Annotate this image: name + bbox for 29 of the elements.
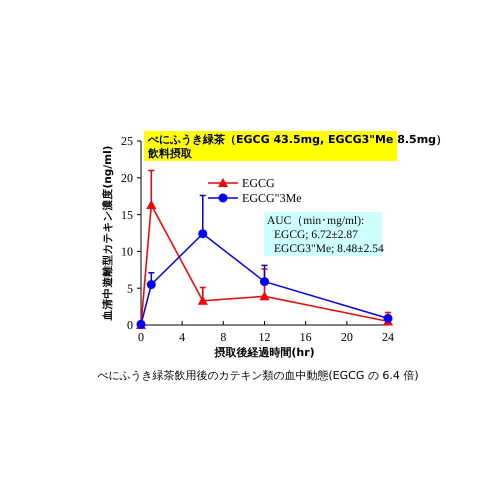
y-tick-label: 0	[127, 318, 133, 332]
x-tick-label: 0	[138, 330, 144, 344]
annotation: AUC（min･mg/ml):	[267, 215, 364, 227]
point	[146, 280, 156, 290]
y-tick-label: 10	[121, 244, 133, 259]
x-tick-label: 20	[340, 330, 353, 344]
x-tick-label: 12	[258, 330, 270, 344]
point	[146, 200, 156, 210]
text: べにふうき緑茶飲用後のカテキン類の血中動態(EGCG の 6.4 倍)	[97, 369, 419, 382]
x-tick-label: 16	[300, 330, 312, 344]
y-axis-title: 血清中遊離型カテキン濃度(ng/ml)	[101, 146, 114, 322]
annotation: EGCG; 6.72±2.87	[274, 229, 358, 241]
x-axis-title: 摂取後経過時間(hr)	[213, 346, 315, 359]
legend-label: EGCG"3Me	[242, 191, 302, 206]
y-tick-label: 15	[121, 208, 133, 222]
point	[260, 277, 269, 286]
x-tick-label: 8	[220, 330, 226, 344]
annotation: EGCG3"Me; 8.48±2.54	[274, 243, 384, 255]
text: 飲料摂取	[147, 147, 193, 160]
point	[260, 291, 270, 300]
x-tick-label: 24	[382, 330, 394, 344]
point	[198, 229, 208, 238]
x-tick-label: 4	[179, 330, 186, 344]
legend-label: EGCG	[242, 176, 275, 190]
point	[198, 296, 208, 305]
y-tick-label: 20	[121, 171, 133, 185]
y-tick-label: 5	[127, 281, 133, 296]
chart-title: べにふうき緑茶（EGCG 43.5mg, EGCG3"Me 8.5mg）	[147, 133, 448, 146]
y-tick-label: 25	[121, 134, 133, 148]
